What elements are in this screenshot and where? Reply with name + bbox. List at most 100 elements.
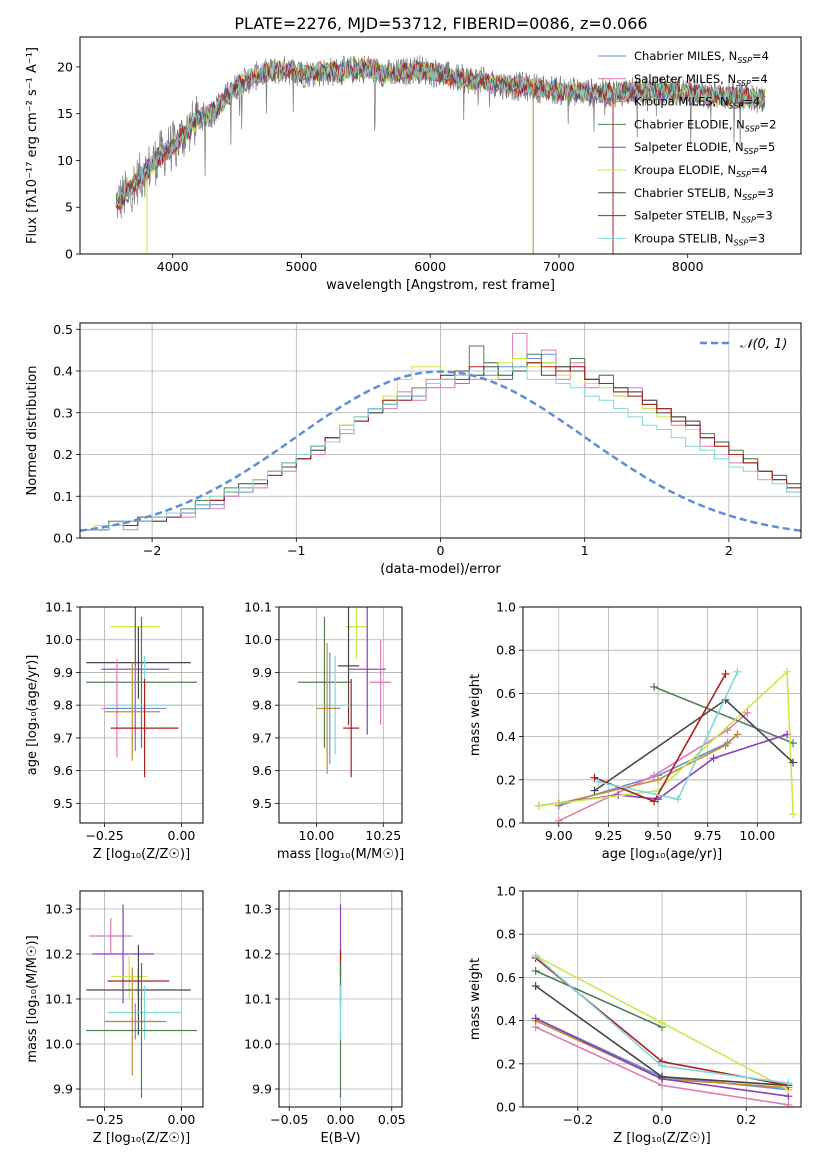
mass-weight-line: [538, 670, 794, 815]
errorbar-point: [86, 616, 197, 748]
mass-weight-line: [558, 712, 748, 822]
y-tick-label: 0.4: [496, 729, 516, 744]
y-tick-label: 0.8: [496, 927, 516, 942]
residual-histogram: [80, 332, 801, 538]
y-tick-label: 10.0: [45, 632, 73, 647]
x-tick-label: −2: [143, 543, 161, 558]
errorbar-point: [92, 904, 154, 1004]
x-tick-label: 1: [581, 543, 589, 558]
mass-weight-marker: [590, 773, 599, 782]
errorbar-point: [343, 679, 360, 778]
y-tick-label: 0.4: [53, 364, 73, 379]
mass-weight-marker: [534, 801, 543, 810]
y-tick-label: 0.6: [496, 686, 516, 701]
mass-weight-marker: [709, 754, 718, 763]
x-axis-label: wavelength [Angstrom, rest frame]: [326, 278, 555, 293]
y-tick-label: 9.5: [252, 796, 272, 811]
errorbar-point: [110, 954, 148, 999]
y-axis-label: Flux [fλ10⁻¹⁷ erg cm⁻² s⁻¹ A⁻¹]: [25, 47, 40, 244]
y-axis-label: mass [log₁₀(M/M☉)]: [25, 935, 40, 1062]
x-tick-label: 9.50: [644, 828, 672, 843]
x-tick-label: 4000: [157, 259, 189, 274]
y-tick-label: 10.0: [244, 632, 272, 647]
y-tick-label: 0.0: [496, 1100, 516, 1115]
mass-weight-marker: [658, 1072, 666, 1081]
y-tick-label: 9.7: [53, 730, 73, 745]
y-tick-label: 0.1: [53, 489, 73, 504]
plot-area: [531, 951, 793, 1107]
chart-weight-vs-Z: −0.2 0.0 0.2 0.0 0.2 0.4 0.6 0.8 1.0 Z [log₁₀(Z/Z…: [468, 884, 802, 1146]
legend-label: Chabrier ELODIE, NSSP=2: [634, 117, 776, 133]
residual-histogram: [80, 358, 801, 538]
mass-weight-marker: [733, 730, 742, 739]
legend-label: 𝒩(0, 1): [740, 337, 787, 352]
mass-weight-marker: [650, 682, 659, 691]
x-tick-label: 9.25: [594, 828, 622, 843]
errorbar-point: [86, 945, 191, 1035]
legend-label: Salpeter ELODIE, NSSP=5: [634, 140, 775, 156]
y-tick-label: 0.5: [53, 322, 73, 337]
mass-weight-marker: [531, 966, 540, 975]
y-axis-label: mass weight: [468, 674, 483, 756]
y-tick-label: 0.2: [496, 772, 516, 787]
x-axis-label: Z [log₁₀(Z/Z☉)]: [93, 847, 190, 862]
y-tick-label: 10: [57, 153, 73, 168]
mass-weight-marker: [721, 669, 730, 678]
y-tick-label: 0.8: [496, 643, 516, 658]
x-tick-label: 0.05: [378, 1112, 406, 1127]
mass-weight-marker: [531, 1014, 540, 1023]
mass-weight-marker: [658, 1061, 666, 1070]
x-tick-label: 8000: [672, 259, 704, 274]
axes-frame: [79, 36, 802, 255]
x-tick-label: 0.00: [168, 1112, 196, 1127]
y-tick-label: 10.0: [244, 1037, 272, 1052]
y-tick-label: 9.6: [252, 763, 272, 778]
mass-weight-marker: [733, 667, 742, 676]
y-tick-label: 0.6: [496, 970, 516, 985]
x-tick-label: 2: [725, 543, 733, 558]
x-tick-label: 0.00: [327, 1112, 355, 1127]
errorbar-point: [345, 607, 368, 660]
y-tick-label: 5: [65, 200, 73, 215]
x-tick-label: 0.0: [652, 1112, 672, 1127]
x-axis-label: age [log₁₀(age/yr)]: [602, 847, 723, 862]
mass-weight-marker: [654, 775, 663, 784]
y-tick-label: 0: [65, 247, 73, 262]
y-tick-label: 20: [57, 59, 73, 74]
spectrum-model-line: [115, 57, 766, 211]
y-tick-label: 9.6: [53, 763, 73, 778]
mass-weight-marker: [554, 816, 563, 823]
x-tick-label: 5000: [286, 259, 318, 274]
x-tick-label: 9.00: [545, 828, 573, 843]
x-axis-label: Z [log₁₀(Z/Z☉)]: [93, 1131, 190, 1146]
y-axis-label: age [log₁₀(age/yr)]: [25, 655, 40, 776]
x-tick-label: 0.00: [168, 828, 196, 843]
mass-weight-marker: [531, 951, 540, 960]
mass-weight-marker: [650, 797, 659, 806]
mass-weight-marker: [658, 1018, 666, 1027]
y-tick-label: 10.1: [45, 600, 73, 615]
y-tick-label: 1.0: [496, 884, 516, 899]
y-tick-label: 10.0: [45, 1037, 73, 1052]
x-tick-label: −0.25: [85, 828, 123, 843]
axes-frame: [522, 606, 802, 824]
mass-weight-marker: [783, 667, 792, 676]
errorbar-point: [86, 626, 191, 699]
y-tick-label: 0.2: [53, 447, 73, 462]
chart-age-vs-Z: −0.25 0.00 9.5 9.6 9.7 9.8 9.9 10.0 10.1 Z [log₁₀…: [25, 600, 204, 862]
legend-label: Chabrier STELIB, NSSP=3: [634, 186, 774, 202]
y-tick-label: 9.9: [53, 665, 73, 680]
legend-label: Salpeter STELIB, NSSP=3: [634, 209, 773, 225]
y-tick-label: 15: [57, 106, 73, 121]
y-tick-label: 10.1: [45, 992, 73, 1007]
plot-area: [86, 904, 197, 1098]
legend-label: Kroupa STELIB, NSSP=3: [634, 231, 765, 247]
errorbar-point: [319, 656, 352, 755]
mass-weight-line: [653, 686, 794, 744]
mass-weight-line: [594, 698, 794, 792]
x-tick-label: 10.25: [365, 828, 401, 843]
y-tick-label: 0.4: [496, 1013, 516, 1028]
axes-frame: [278, 606, 403, 824]
